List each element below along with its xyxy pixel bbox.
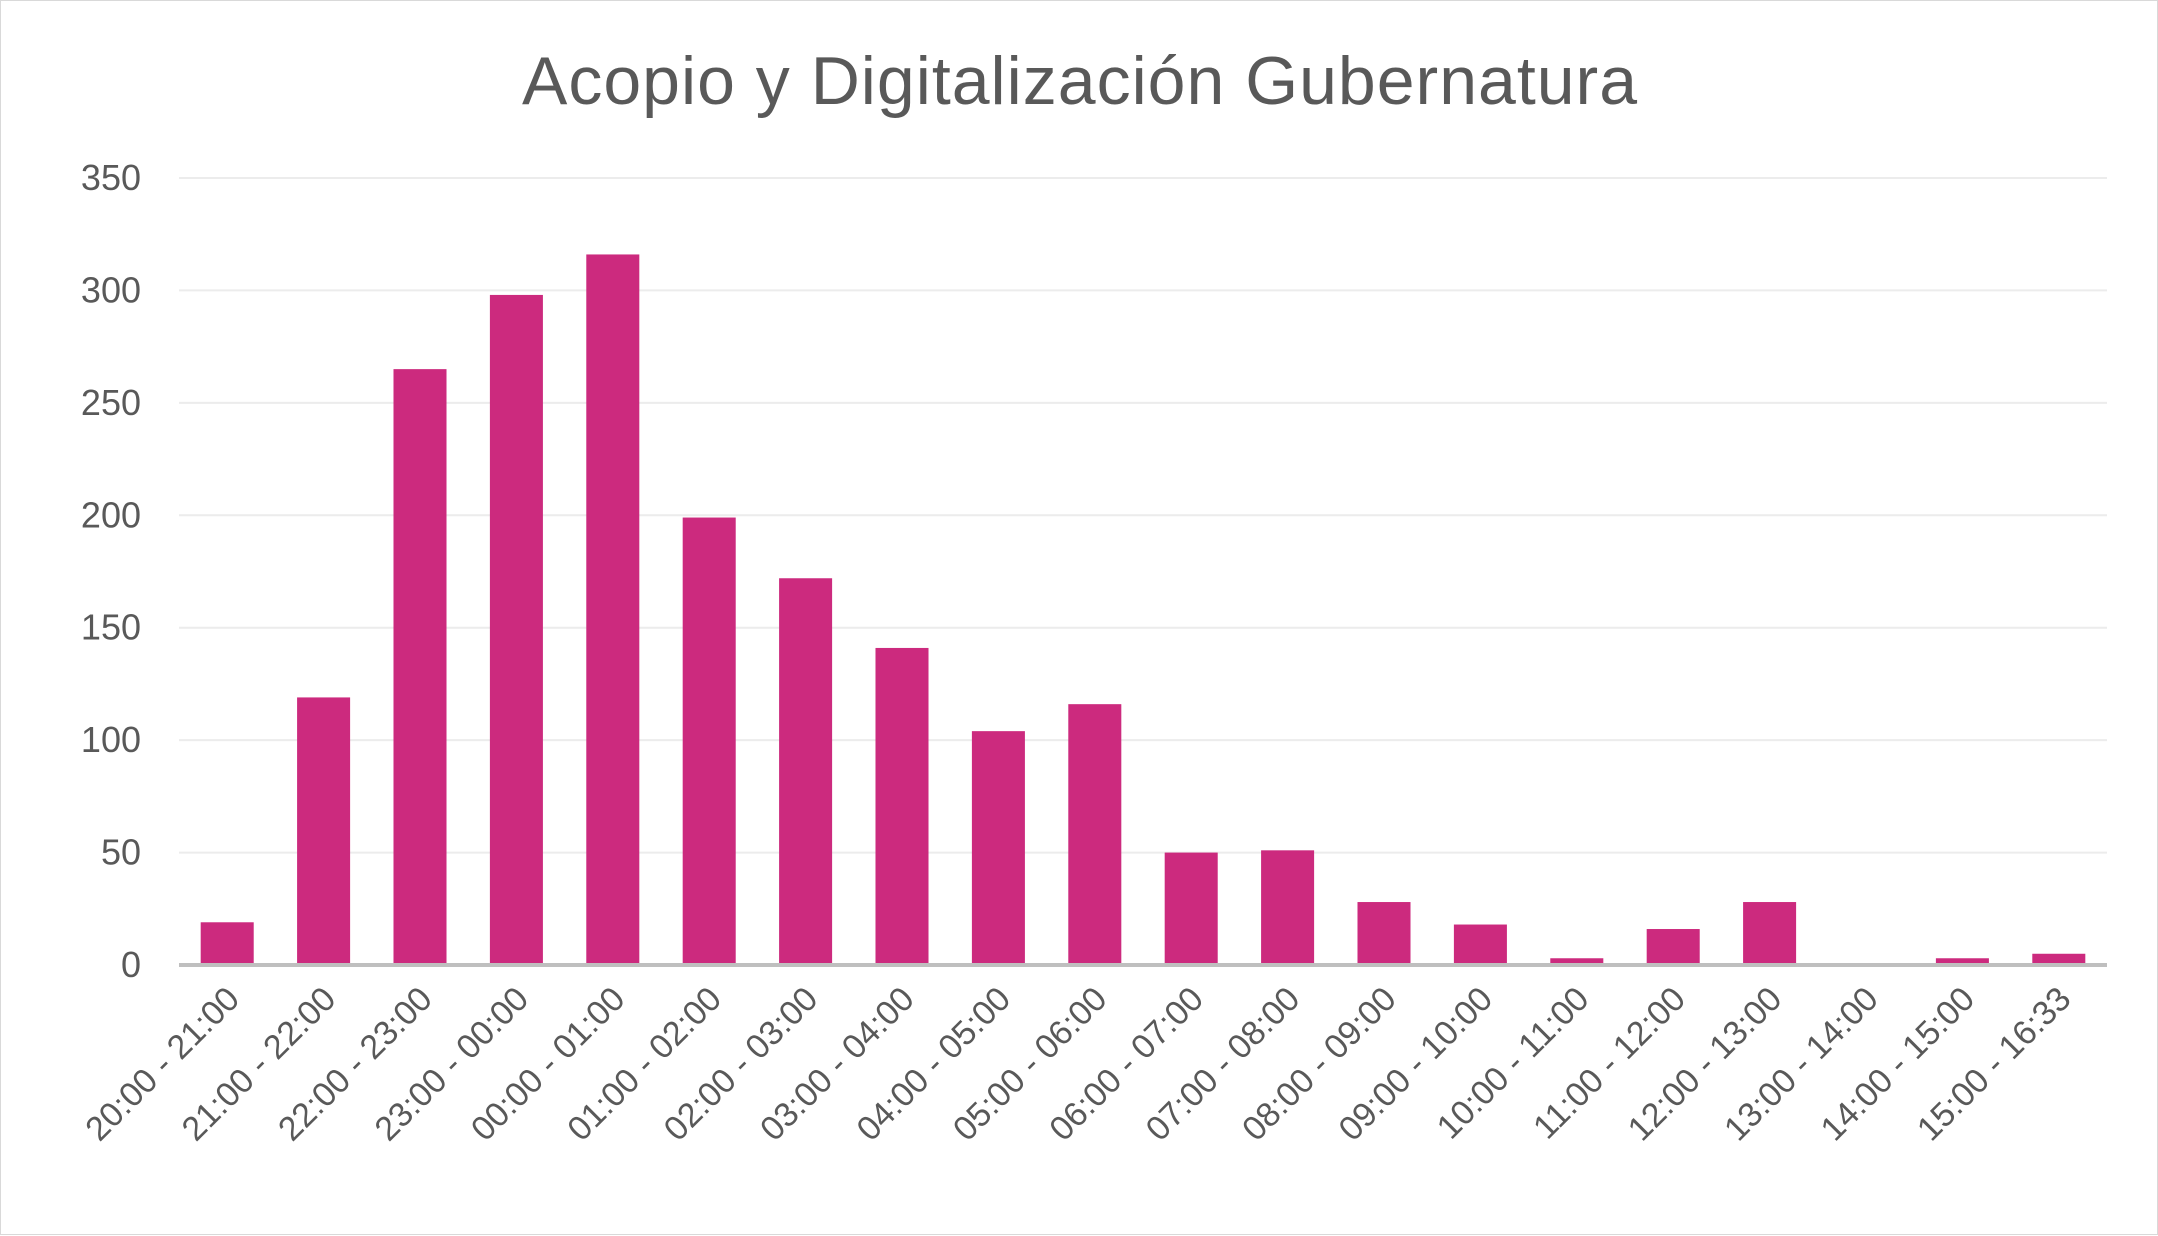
bar [297, 697, 351, 965]
bar [1068, 704, 1122, 965]
bar [1743, 902, 1797, 965]
bar [875, 647, 929, 965]
chart-title: Acopio y Digitalización Gubernatura [522, 43, 1638, 119]
bar [971, 731, 1025, 965]
bar [393, 369, 447, 966]
bar [200, 922, 254, 965]
y-tick-label: 300 [81, 269, 141, 310]
bar [1164, 852, 1218, 965]
gridlines [179, 177, 2107, 854]
bar [1550, 958, 1604, 965]
bar [1453, 924, 1507, 965]
bars [200, 254, 2086, 966]
y-tick-label: 250 [81, 382, 141, 423]
bar [1261, 850, 1315, 965]
y-tick-label: 150 [81, 607, 141, 648]
bar [1357, 902, 1411, 965]
bar [1935, 958, 1989, 965]
bar [682, 517, 736, 965]
y-axis-ticks: 0 50 100 150 200 250 300 350 [81, 157, 141, 985]
bar [2032, 953, 2086, 965]
bar [586, 254, 640, 966]
y-tick-label: 50 [101, 832, 141, 873]
y-tick-label: 100 [81, 719, 141, 760]
bar [1646, 929, 1700, 965]
bar [779, 578, 833, 965]
bar [489, 294, 543, 965]
y-tick-label: 0 [121, 944, 141, 985]
y-tick-label: 350 [81, 157, 141, 198]
y-tick-label: 200 [81, 494, 141, 535]
